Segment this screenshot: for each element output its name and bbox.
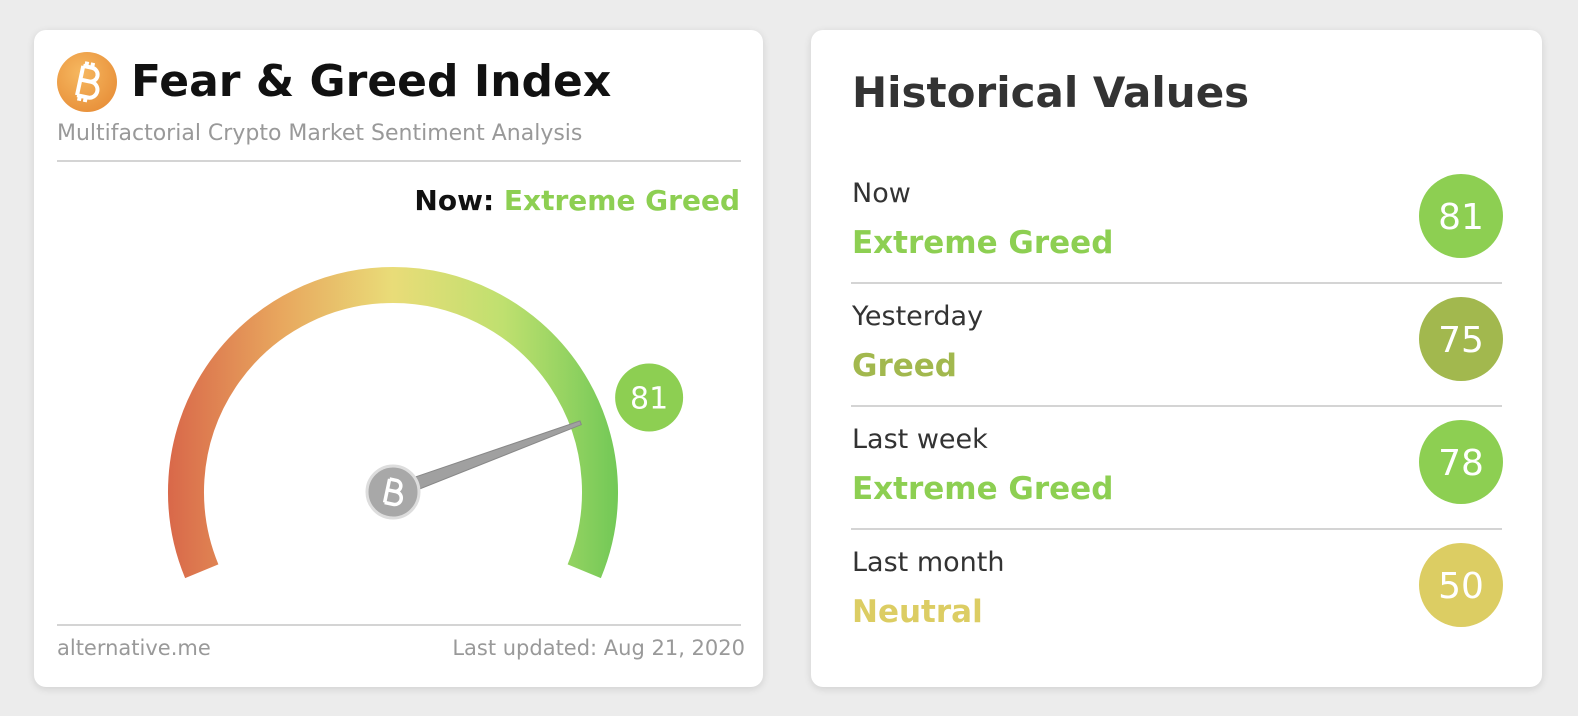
classification: Extreme Greed xyxy=(852,471,1114,507)
period-label: Last week xyxy=(852,424,988,455)
gauge-card xyxy=(34,30,763,687)
divider xyxy=(57,160,741,162)
last-updated: Last updated: Aug 21, 2020 xyxy=(452,636,745,660)
now-status: Now: Extreme Greed xyxy=(414,184,740,217)
value-circle xyxy=(1419,297,1503,381)
value-label: 81 xyxy=(630,382,668,417)
now-classification: Extreme Greed xyxy=(503,184,740,217)
period-label: Now xyxy=(852,178,911,209)
classification: Neutral xyxy=(852,594,983,630)
gauge-arc xyxy=(168,267,618,579)
divider xyxy=(57,624,741,626)
value-circle xyxy=(1419,174,1503,258)
now-label: Now: xyxy=(414,184,495,217)
value-circle xyxy=(1419,543,1503,627)
value-label: 75 xyxy=(1438,320,1484,361)
period-label: Last month xyxy=(852,547,1005,578)
history-title: Historical Values xyxy=(852,68,1250,117)
classification: Greed xyxy=(852,348,957,384)
value-label: 81 xyxy=(1438,197,1484,238)
classification: Extreme Greed xyxy=(852,225,1114,261)
value-bubble xyxy=(615,363,684,432)
hub-glyph xyxy=(382,477,404,507)
value-label: 50 xyxy=(1438,566,1484,607)
value-label: 78 xyxy=(1438,443,1484,484)
bitcoin-glyph xyxy=(75,61,100,103)
period-label: Yesterday xyxy=(852,301,984,332)
source: alternative.me xyxy=(57,636,211,660)
subtitle: Multifactorial Crypto Market Sentiment A… xyxy=(57,121,583,146)
value-circle xyxy=(1419,420,1503,504)
title: Fear & Greed Index xyxy=(131,56,612,107)
